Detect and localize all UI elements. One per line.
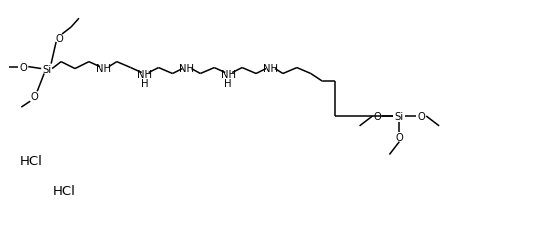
Text: HCl: HCl xyxy=(19,154,42,167)
Text: Si: Si xyxy=(395,112,404,122)
Text: O: O xyxy=(20,62,27,72)
Text: O: O xyxy=(395,132,403,142)
Text: Si: Si xyxy=(42,64,52,74)
Text: NH: NH xyxy=(263,63,277,73)
Text: O: O xyxy=(417,112,425,122)
Text: NH: NH xyxy=(179,63,194,73)
Text: NH: NH xyxy=(96,63,112,73)
Text: O: O xyxy=(374,112,381,122)
Text: H: H xyxy=(141,79,149,89)
Text: H: H xyxy=(225,79,232,89)
Text: HCl: HCl xyxy=(53,184,76,197)
Text: NH: NH xyxy=(137,70,152,80)
Text: O: O xyxy=(55,34,63,44)
Text: NH: NH xyxy=(221,70,236,80)
Text: O: O xyxy=(30,92,38,102)
